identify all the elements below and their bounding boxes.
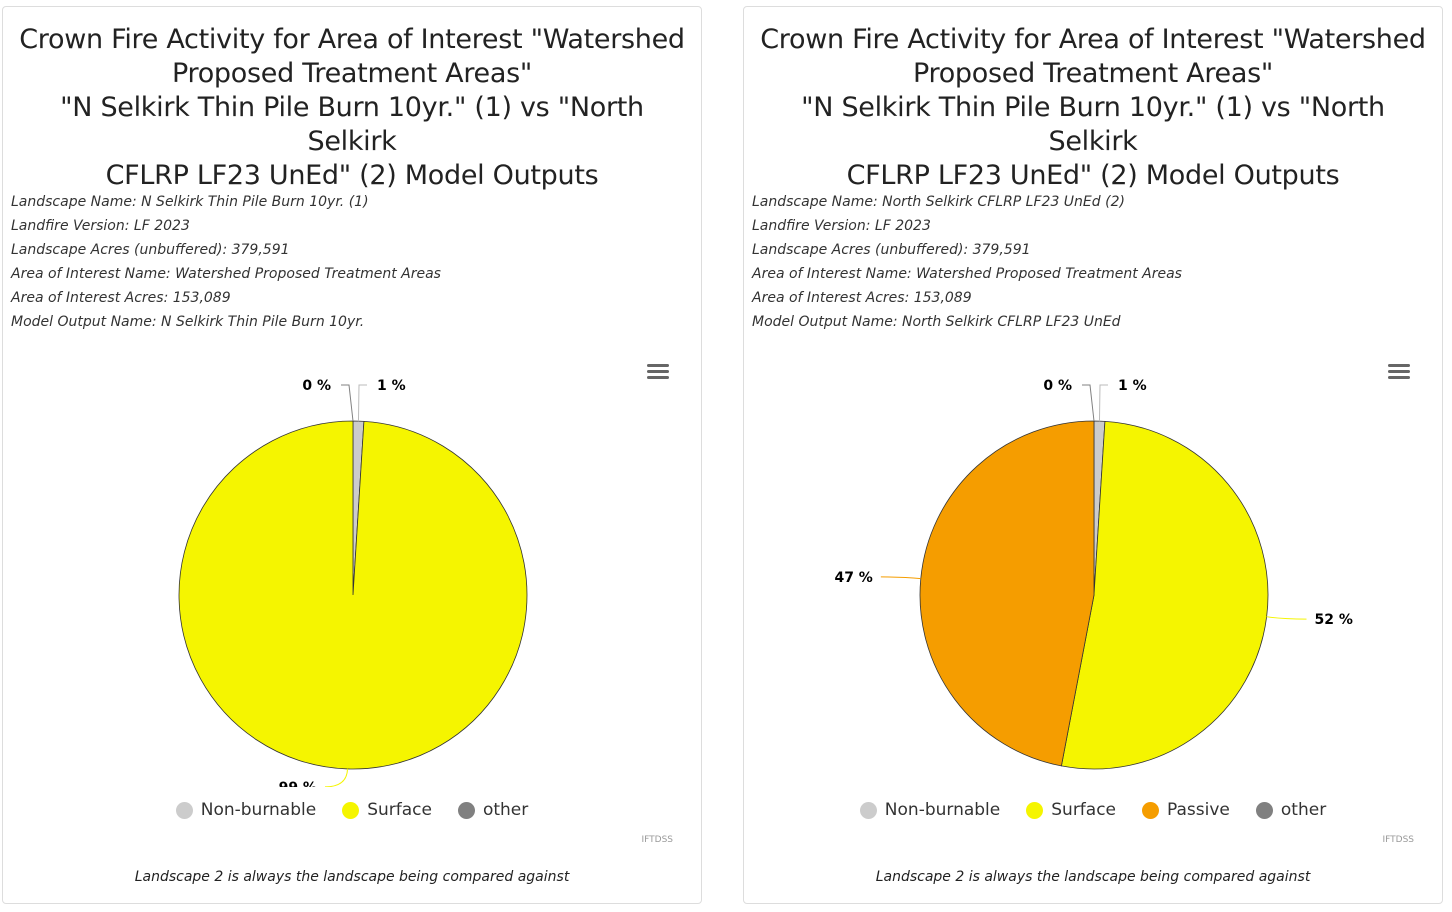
legend-marker-icon bbox=[342, 801, 360, 819]
meta-model-output-name: Model Output Name: North Selkirk CFLRP L… bbox=[752, 314, 1121, 330]
data-label-connector bbox=[1266, 616, 1307, 620]
pie-slice-surface[interactable] bbox=[178, 420, 528, 770]
legend-marker-icon bbox=[1142, 801, 1160, 819]
chart-credit[interactable]: IFTDSS bbox=[1382, 835, 1414, 845]
pie-slice-passive[interactable] bbox=[919, 420, 1095, 767]
meta-aoi-acres: Area of Interest Acres: 153,089 bbox=[752, 290, 972, 306]
meta-landscape-acres: Landscape Acres (unbuffered): 379,591 bbox=[11, 242, 290, 258]
legend-marker-icon bbox=[175, 801, 193, 819]
title-line: "N Selkirk Thin Pile Burn 10yr." (1) vs … bbox=[801, 92, 1385, 157]
data-label-non-burnable: 1 % bbox=[1118, 378, 1147, 394]
title-line: Crown Fire Activity for Area of Interest… bbox=[19, 24, 685, 55]
data-label-surface: 52 % bbox=[1314, 612, 1352, 628]
pie-chart: 1 % 52 % 47 % 0 % bbox=[834, 378, 1353, 770]
meta-landfire-version: Landfire Version: LF 2023 bbox=[752, 218, 931, 234]
hamburger-menu-icon[interactable] bbox=[647, 364, 669, 382]
legend-label: other bbox=[482, 800, 529, 820]
pie-chart: 1 % 99 % 0 % bbox=[178, 378, 528, 787]
legend-marker-icon bbox=[457, 801, 475, 819]
legend-marker-icon bbox=[859, 801, 877, 819]
meta-aoi-acres: Area of Interest Acres: 153,089 bbox=[11, 290, 231, 306]
title-line: CFLRP LF23 UnEd" (2) Model Outputs bbox=[105, 160, 599, 191]
landscape-metadata: Landscape Name: N Selkirk Thin Pile Burn… bbox=[11, 190, 441, 334]
meta-landfire-version: Landfire Version: LF 2023 bbox=[11, 218, 190, 234]
legend-item-non-burnable[interactable]: Non-burnable bbox=[859, 800, 1001, 820]
chart-credit[interactable]: IFTDSS bbox=[641, 835, 673, 845]
legend-label: Passive bbox=[1167, 800, 1230, 820]
legend-marker-icon bbox=[1255, 801, 1273, 819]
data-label-connector bbox=[341, 384, 354, 422]
chart-footnote: Landscape 2 is always the landscape bein… bbox=[134, 869, 570, 885]
chart-legend: Non-burnable Surface other bbox=[3, 800, 701, 820]
data-label-surface: 99 % bbox=[279, 780, 317, 787]
data-label-connector bbox=[880, 576, 921, 580]
chart-panel-2: Crown Fire Activity for Area of Interest… bbox=[743, 6, 1443, 904]
legend-label: Surface bbox=[1051, 800, 1117, 820]
data-label-connector bbox=[357, 384, 367, 422]
hamburger-menu-icon[interactable] bbox=[1388, 364, 1410, 382]
meta-aoi-name: Area of Interest Name: Watershed Propose… bbox=[11, 266, 441, 282]
chart-legend: Non-burnable Surface Passive other bbox=[744, 800, 1442, 820]
data-label-other: 0 % bbox=[302, 378, 331, 394]
legend-label: Surface bbox=[367, 800, 432, 820]
landscape-metadata: Landscape Name: North Selkirk CFLRP LF23… bbox=[752, 190, 1182, 334]
meta-model-output-name: Model Output Name: N Selkirk Thin Pile B… bbox=[11, 314, 365, 330]
data-label-connector bbox=[324, 768, 349, 787]
meta-aoi-name: Area of Interest Name: Watershed Propose… bbox=[752, 266, 1182, 282]
meta-landscape-name: Landscape Name: N Selkirk Thin Pile Burn… bbox=[11, 194, 369, 210]
data-label-non-burnable: 1 % bbox=[377, 378, 406, 394]
legend-item-non-burnable[interactable]: Non-burnable bbox=[175, 800, 317, 820]
chart-title: Crown Fire Activity for Area of Interest… bbox=[754, 23, 1432, 193]
legend-label: Non-burnable bbox=[884, 800, 1001, 820]
title-line: Crown Fire Activity for Area of Interest… bbox=[760, 24, 1426, 55]
meta-landscape-acres: Landscape Acres (unbuffered): 379,591 bbox=[752, 242, 1031, 258]
pie-slice-surface[interactable] bbox=[1060, 420, 1269, 770]
data-label-connector bbox=[1098, 384, 1108, 422]
data-label-connector bbox=[1082, 384, 1095, 422]
chart-footnote: Landscape 2 is always the landscape bein… bbox=[875, 869, 1311, 885]
data-label-passive: 47 % bbox=[834, 570, 872, 586]
legend-label: Non-burnable bbox=[200, 800, 317, 820]
legend-item-other[interactable]: other bbox=[1255, 800, 1327, 820]
chart-title: Crown Fire Activity for Area of Interest… bbox=[13, 23, 691, 193]
title-line: "N Selkirk Thin Pile Burn 10yr." (1) vs … bbox=[60, 92, 644, 157]
title-line: Proposed Treatment Areas" bbox=[913, 58, 1273, 89]
legend-marker-icon bbox=[1026, 801, 1044, 819]
legend-item-surface[interactable]: Surface bbox=[342, 800, 432, 820]
chart-panel-1: Crown Fire Activity for Area of Interest… bbox=[2, 6, 702, 904]
legend-label: other bbox=[1280, 800, 1327, 820]
legend-item-surface[interactable]: Surface bbox=[1026, 800, 1116, 820]
meta-landscape-name: Landscape Name: North Selkirk CFLRP LF23… bbox=[752, 194, 1125, 210]
data-label-other: 0 % bbox=[1043, 378, 1072, 394]
title-line: Proposed Treatment Areas" bbox=[172, 58, 532, 89]
title-line: CFLRP LF23 UnEd" (2) Model Outputs bbox=[846, 160, 1340, 191]
legend-item-passive[interactable]: Passive bbox=[1142, 800, 1230, 820]
legend-item-other[interactable]: other bbox=[457, 800, 529, 820]
